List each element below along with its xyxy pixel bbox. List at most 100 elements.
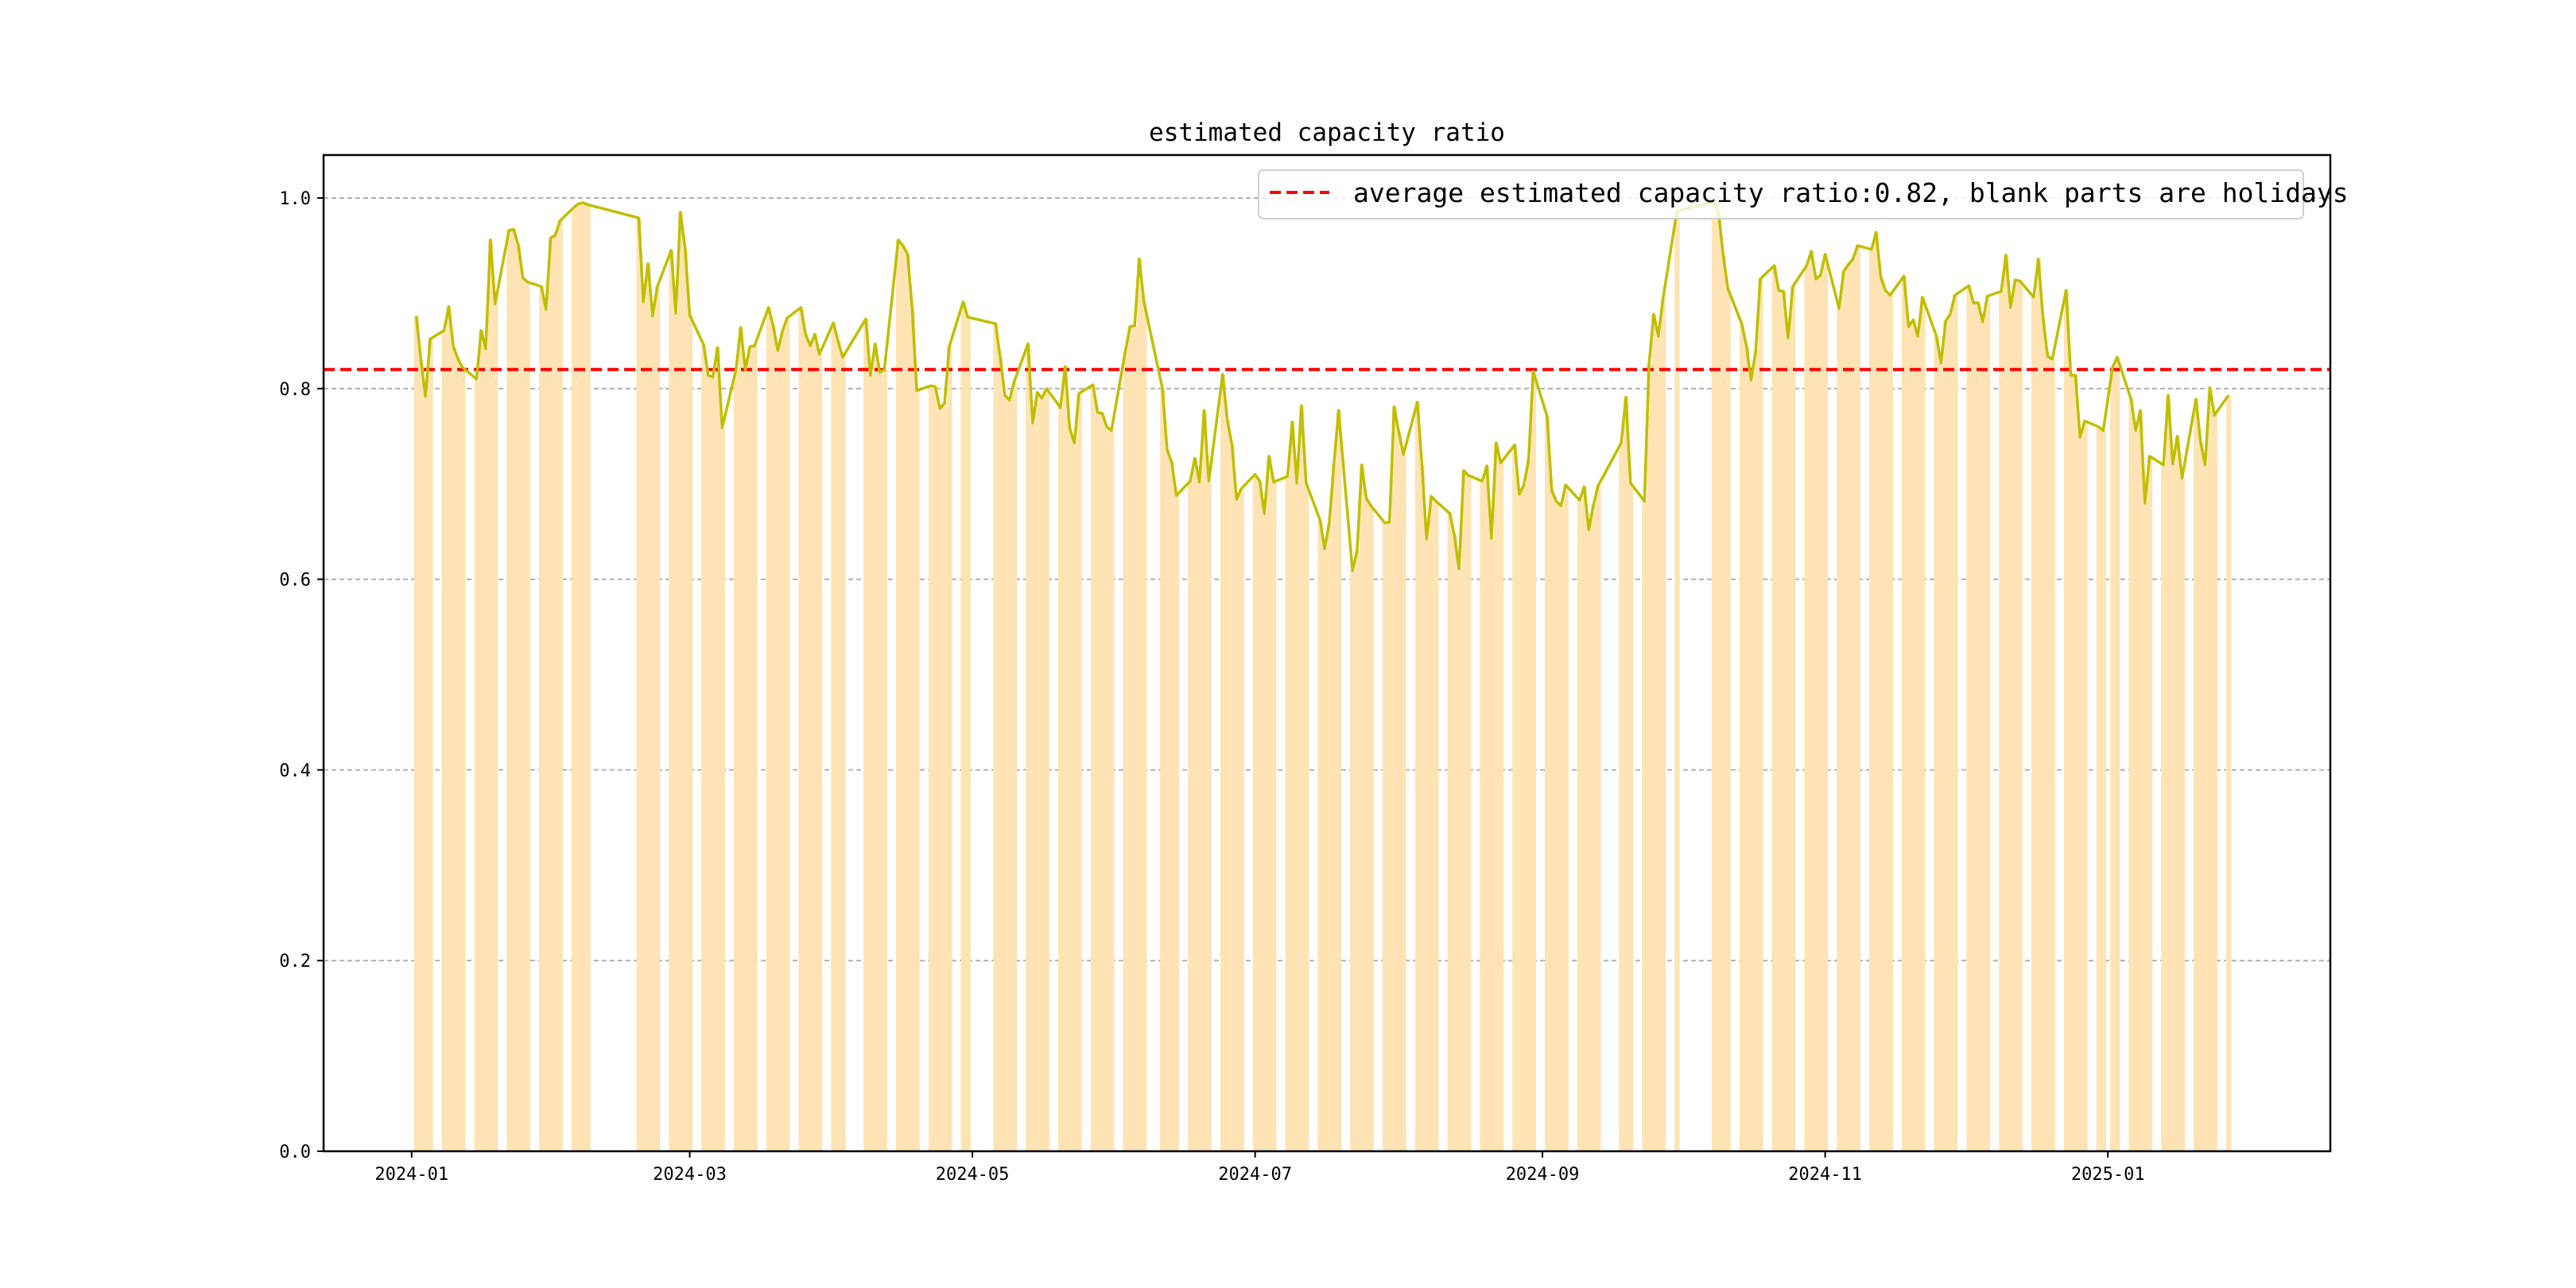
trading-day-bar (1627, 483, 1634, 1151)
trading-day-bar (1234, 499, 1240, 1151)
trading-day-bar (1391, 406, 1398, 1151)
trading-day-bar (2161, 464, 2167, 1151)
trading-day-bar (766, 307, 772, 1151)
x-tick-label: 2024-07 (1218, 1165, 1292, 1185)
trading-day-bar (1396, 432, 1402, 1151)
trading-day-bar (1526, 460, 1532, 1151)
trading-day-bar (646, 263, 651, 1151)
trading-day-bar (1938, 363, 1944, 1152)
y-tick-label: 0.4 (279, 761, 311, 781)
legend-label: average estimated capacity ratio:0.82, b… (1353, 177, 2349, 208)
trading-day-bar (1711, 201, 1717, 1151)
trading-day-bar (1007, 400, 1013, 1151)
y-tick-label: 1.0 (279, 189, 311, 209)
trading-day-bar (1758, 278, 1763, 1151)
trading-day-bar (1554, 501, 1560, 1151)
trading-day-bar (2008, 307, 2014, 1151)
trading-day-bar (1837, 308, 1842, 1152)
trading-day-bar (1424, 539, 1430, 1151)
trading-day-bar (1034, 392, 1041, 1151)
trading-day-bar (1132, 325, 1138, 1152)
trading-day-bar (900, 245, 906, 1152)
trading-day-bar (784, 318, 790, 1151)
trading-day-bar (705, 374, 712, 1151)
trading-day-bar (1809, 251, 1814, 1151)
y-axis: 0.0 0.2 0.4 0.6 0.8 1.0 (279, 189, 324, 1162)
y-tick-label: 0.6 (279, 571, 311, 591)
trading-day-bar (1067, 429, 1073, 1151)
trading-day-bar (2077, 436, 2083, 1151)
trading-day-bar (1239, 488, 1244, 1151)
trading-day-bar (803, 334, 809, 1151)
trading-day-bar (2017, 281, 2023, 1151)
trading-day-bar (1127, 326, 1133, 1151)
trading-day-bar (2114, 357, 2120, 1151)
trading-day-bar (2101, 430, 2106, 1151)
trading-day-bar (2082, 421, 2088, 1151)
trading-day-bar (1883, 290, 1888, 1151)
y-tick-label: 0.2 (279, 952, 311, 972)
plot-frame (322, 153, 2332, 1153)
trading-day-bar (1368, 506, 1374, 1151)
trading-day-bar (1976, 302, 1981, 1151)
trading-day-bar (1516, 494, 1523, 1151)
trading-day-bar (474, 378, 479, 1151)
y-tick-label: 0.8 (279, 380, 311, 400)
trading-day-bar (867, 374, 874, 1151)
trading-day-bar (1387, 522, 1393, 1151)
trading-day-bar (2170, 464, 2176, 1151)
trading-day-bar (1317, 520, 1323, 1151)
trading-day-bar (1285, 476, 1290, 1151)
trading-day-bar (1753, 351, 1759, 1151)
trading-day-bar (1934, 336, 1940, 1152)
trading-day-bar (928, 386, 934, 1151)
trading-day-bar (1845, 264, 1852, 1152)
trading-day-bar (1336, 410, 1342, 1151)
trading-day-bar (553, 235, 558, 1151)
trading-day-bar (418, 359, 424, 1151)
x-tick-label: 2024-03 (653, 1165, 727, 1185)
trading-day-bar (1591, 505, 1596, 1151)
trading-day-bar (1414, 402, 1421, 1152)
trading-day-bar (2225, 395, 2232, 1152)
trading-day-bar (2179, 478, 2185, 1151)
trading-day-bar (441, 330, 448, 1152)
trading-day-bar (636, 218, 642, 1151)
trading-day-bar (1850, 258, 1856, 1151)
trading-day-bar (2045, 355, 2050, 1152)
trading-day-bar (2133, 430, 2139, 1151)
trading-day-bar (2198, 441, 2204, 1151)
trading-day-bar (1224, 420, 1231, 1151)
trading-day-bar (2128, 398, 2134, 1151)
chart-title: estimated capacity ratio (1149, 118, 1505, 147)
trading-day-bar (1174, 495, 1180, 1151)
trading-day-bar (1447, 513, 1453, 1151)
trading-day-bar (1887, 295, 1893, 1152)
trading-day-bar (1744, 345, 1750, 1152)
trading-day-bar (1452, 535, 1457, 1151)
trading-day-bar (650, 316, 656, 1151)
trading-day-bar (483, 348, 489, 1151)
trading-day-bar (863, 319, 869, 1152)
trading-day-bar (1123, 351, 1128, 1151)
trading-day-bar (1095, 412, 1100, 1151)
trading-day-bar (2142, 502, 2148, 1151)
trading-day-bar (1647, 363, 1652, 1151)
trading-day-bar (2202, 464, 2209, 1151)
trading-day-bar (1771, 266, 1778, 1151)
trading-day-bar (2004, 254, 2009, 1151)
trading-day-bar (1906, 326, 1912, 1151)
trading-day-bar (1660, 299, 1666, 1151)
trading-day-bar (1544, 416, 1550, 1151)
trading-day-bar (460, 367, 466, 1151)
trading-day-bar (557, 220, 563, 1151)
trading-day-bar (1104, 426, 1110, 1151)
legend-box (1258, 169, 2304, 219)
trading-day-bar (1359, 464, 1365, 1151)
trading-day-bar (1197, 482, 1203, 1151)
trading-day-bar (1952, 295, 1958, 1152)
trading-day-bar (1271, 482, 1277, 1151)
trading-day-bar (942, 402, 948, 1151)
trading-day-bar (1651, 314, 1657, 1151)
trading-day-bar (1619, 443, 1624, 1151)
